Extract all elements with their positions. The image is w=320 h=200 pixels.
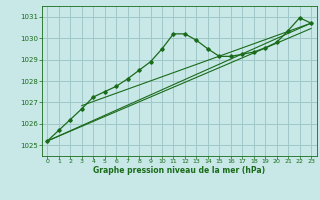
X-axis label: Graphe pression niveau de la mer (hPa): Graphe pression niveau de la mer (hPa) bbox=[93, 166, 265, 175]
